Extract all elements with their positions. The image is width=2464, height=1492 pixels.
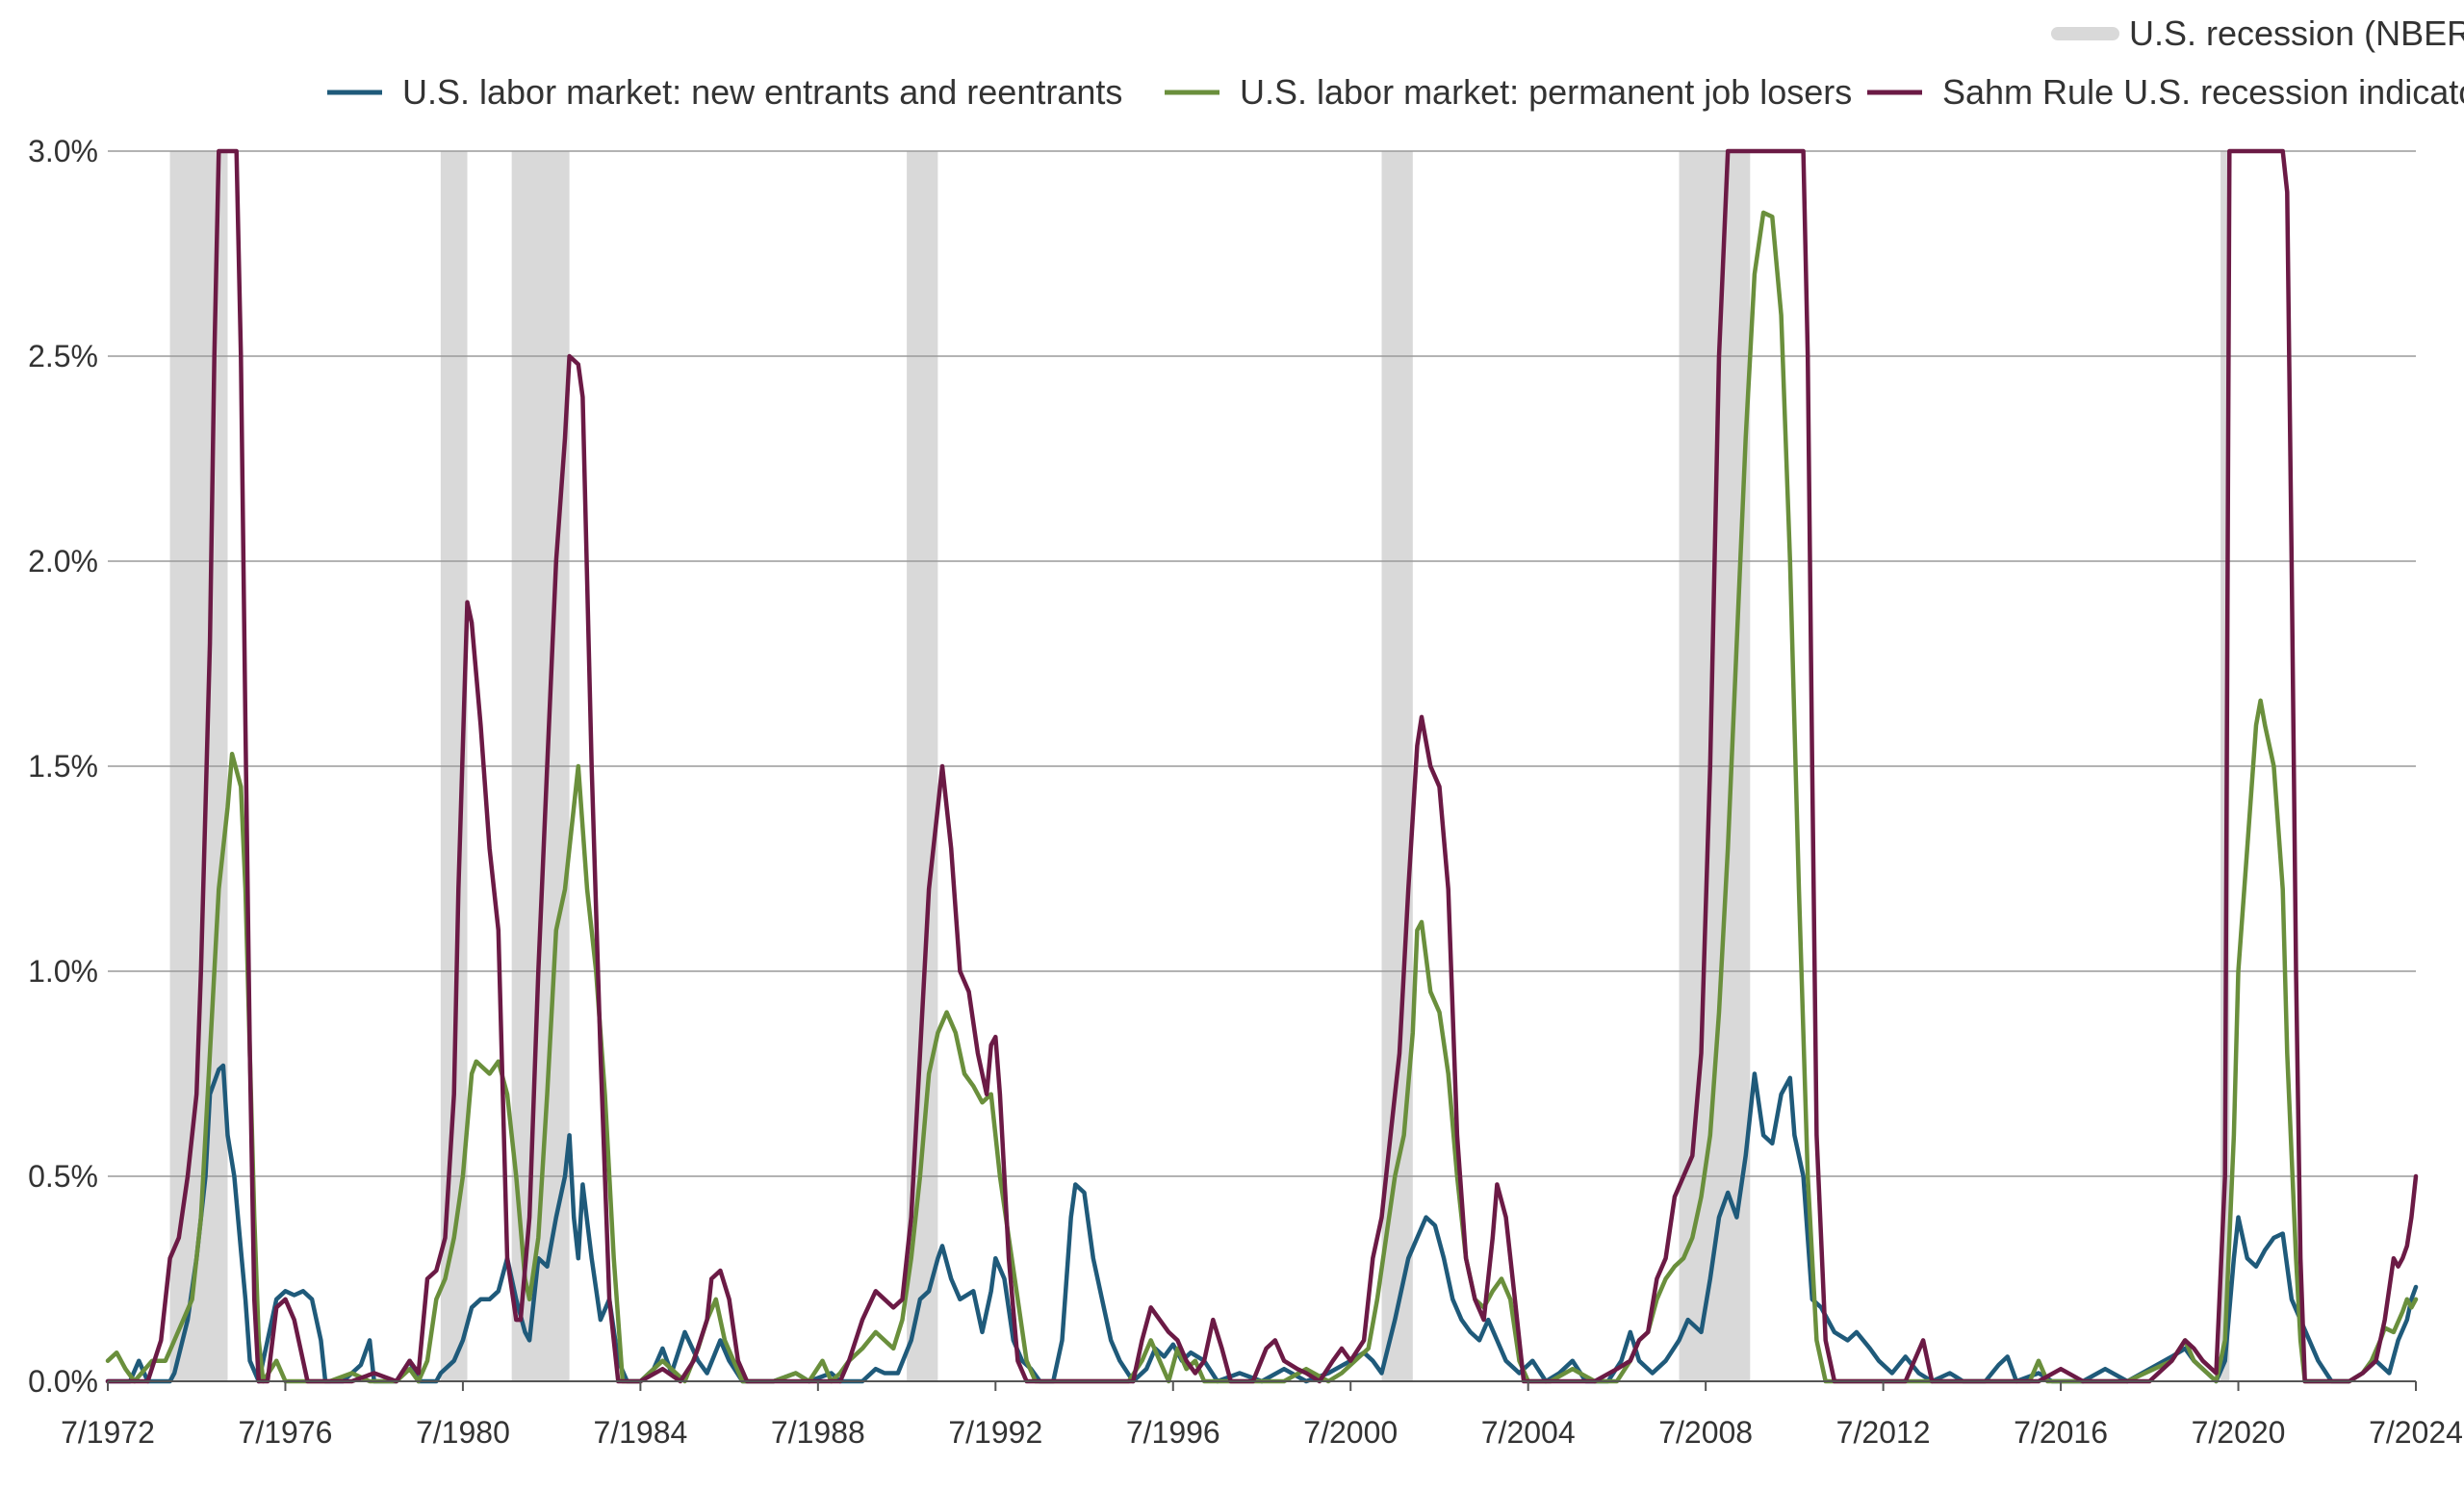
y-tick-label: 1.5%	[28, 749, 98, 784]
x-tick-label: 7/2020	[2192, 1415, 2286, 1450]
x-tick-label: 7/2000	[1303, 1415, 1398, 1450]
y-tick-label: 1.0%	[28, 954, 98, 989]
x-tick-label: 7/1976	[239, 1415, 333, 1450]
legend-item-recession: U.S. recession (NBER)	[2051, 13, 2464, 53]
x-tick-label: 7/1980	[416, 1415, 510, 1450]
legend-label-permanent-job-losers: U.S. labor market: permanent job losers	[1240, 72, 1852, 112]
legend-label-sahm-rule: Sahm Rule U.S. recession indicator	[1942, 72, 2464, 112]
y-tick-label: 0.0%	[28, 1364, 98, 1399]
gridlines	[108, 150, 2416, 1177]
y-axis-ticks: 0.0% 0.5% 1.0% 1.5% 2.0% 2.5% 3.0%	[28, 134, 98, 1399]
x-tick-label: 7/1992	[948, 1415, 1042, 1450]
legend-item-new-entrants: U.S. labor market: new entrants and reen…	[327, 72, 1122, 112]
legend-label-new-entrants: U.S. labor market: new entrants and reen…	[402, 72, 1122, 112]
x-tick-label: 7/1988	[771, 1415, 865, 1450]
legend: U.S. recession (NBER) U.S. labor market:…	[327, 13, 2464, 112]
x-tick-label: 7/2008	[1658, 1415, 1753, 1450]
x-tick-label: 7/1972	[61, 1415, 155, 1450]
y-tick-label: 2.0%	[28, 544, 98, 579]
x-tick-label: 7/2016	[2014, 1415, 2108, 1450]
x-tick-label: 7/1996	[1126, 1415, 1220, 1450]
x-tick-label: 7/2024	[2369, 1415, 2463, 1450]
series-line-sahm-rule	[105, 148, 2419, 1384]
y-tick-label: 0.5%	[28, 1159, 98, 1194]
legend-label-recession: U.S. recession (NBER)	[2129, 13, 2464, 53]
x-tick-label: 7/2012	[1836, 1415, 1931, 1450]
series-line-new-entrants	[105, 1063, 2419, 1384]
x-tick-label: 7/1984	[593, 1415, 687, 1450]
y-tick-label: 2.5%	[28, 339, 98, 373]
x-axis-ticks: 7/1972 7/1976 7/1980 7/1984 7/1988 7/1992 7/19…	[61, 1381, 2463, 1450]
y-tick-label: 3.0%	[28, 134, 98, 168]
legend-item-permanent-job-losers: U.S. labor market: permanent job losers	[1165, 72, 1852, 112]
x-tick-label: 7/2004	[1481, 1415, 1576, 1450]
legend-item-sahm-rule: Sahm Rule U.S. recession indicator	[1867, 72, 2464, 112]
